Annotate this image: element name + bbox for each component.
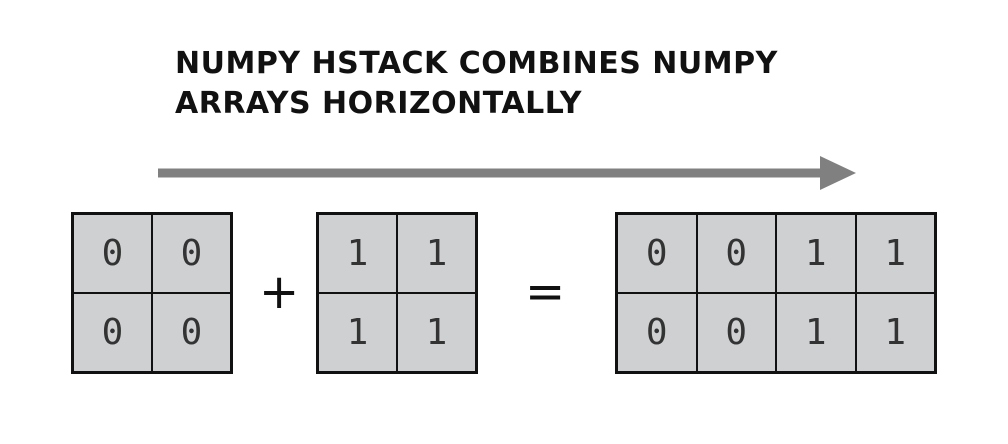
result-cell: 0 — [696, 293, 776, 372]
diagram-title: NUMPY HSTACK COMBINES NUMPY ARRAYS HORIZ… — [175, 44, 875, 124]
array-b-cell: 1 — [318, 214, 397, 293]
equals-operator: = — [525, 264, 566, 320]
array-a-grid: 0 0 0 0 — [71, 212, 233, 374]
result-cell: 1 — [855, 293, 935, 372]
result-cell: 0 — [696, 214, 776, 293]
array-a-cell: 0 — [152, 214, 231, 293]
right-arrow-icon — [158, 156, 856, 190]
array-a-cell: 0 — [73, 293, 152, 372]
result-cell: 0 — [617, 293, 697, 372]
plus-operator: + — [259, 264, 300, 320]
result-array-grid: 0 0 1 1 0 0 1 1 — [615, 212, 937, 374]
result-cell: 1 — [776, 214, 856, 293]
result-cell: 1 — [855, 214, 935, 293]
array-a-cell: 0 — [152, 293, 231, 372]
result-cell: 0 — [617, 214, 697, 293]
result-cell: 1 — [776, 293, 856, 372]
array-b-cell: 1 — [318, 293, 397, 372]
array-b-cell: 1 — [397, 214, 476, 293]
array-b-cell: 1 — [397, 293, 476, 372]
title-line-1: NUMPY HSTACK COMBINES NUMPY — [175, 46, 778, 81]
title-line-2: ARRAYS HORIZONTALLY — [175, 86, 582, 121]
array-b-grid: 1 1 1 1 — [316, 212, 478, 374]
array-a-cell: 0 — [73, 214, 152, 293]
